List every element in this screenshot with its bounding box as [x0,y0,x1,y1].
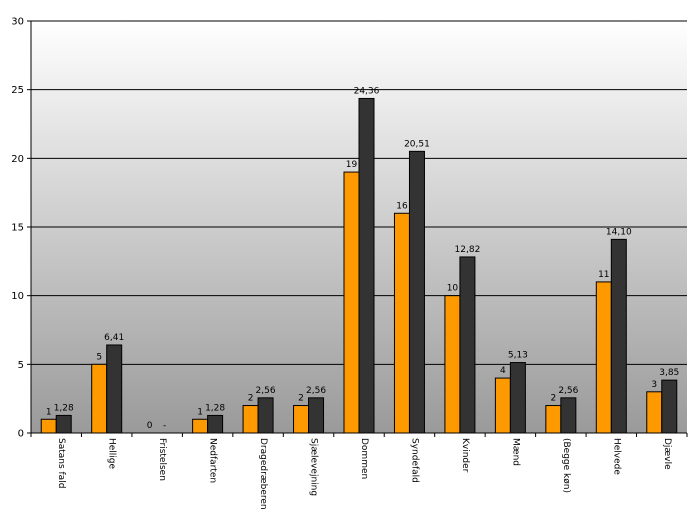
x-category-label: Hellige [107,438,117,470]
bar-series-2 [257,397,274,434]
x-category-label: Mænd [510,438,520,466]
y-axis: 0 5 10 15 20 25 30 [11,17,32,440]
data-label-series-2: 14,10 [606,227,632,237]
data-label-series-2: 12,82 [455,245,481,255]
y-tick-label: 25 [11,85,24,96]
data-label-series-1: 2 [550,394,556,404]
data-label-series-2: 2,56 [306,386,326,396]
y-tick-label: 15 [11,223,24,234]
y-tick-label: 0 [18,429,24,440]
y-tick-label: 20 [11,154,24,165]
x-category-label: Dommen [359,438,369,479]
data-label-series-1: 1 [46,407,52,417]
bar-series-1 [646,391,663,434]
x-category-label: Satans fald [56,438,66,488]
bar-series-2 [55,414,72,434]
x-category-label: Dragedræberen [258,438,268,510]
data-label-series-2: 6,41 [104,333,124,343]
bar-series-1 [595,281,612,434]
data-label-series-2: 24,36 [354,86,380,96]
y-tick-label: 5 [18,360,24,371]
data-label-series-1: 1 [197,407,203,417]
x-category-label: Nedfarten [208,438,218,483]
bar-series-2 [509,362,526,434]
x-axis: Satans fald Hellige Fristelsen Nedfarten Dra… [30,432,688,510]
bar-series-1 [545,405,562,434]
data-label-series-2: 3,85 [659,368,679,378]
bar-series-2 [459,256,476,434]
bar-series-2 [308,397,325,434]
bar-series-1 [242,405,259,434]
bar-series-1 [192,418,209,434]
data-label-series-2: - [163,421,166,431]
x-category-label: Fristelsen [157,438,167,481]
bar-series-1 [293,405,310,434]
data-label-series-2: 5,13 [508,351,528,361]
bar-series-1 [40,418,57,434]
bar-series-2 [106,344,123,434]
bar-series-1 [91,363,108,434]
bar-series-2 [610,238,627,434]
data-label-series-2: 2,56 [558,386,578,396]
bar-series-2 [358,97,375,434]
bar-series-2 [560,397,577,434]
bars [40,97,678,434]
data-label-series-1: 2 [298,394,304,404]
x-category-label: Sjælevejning [309,438,319,496]
bar-series-1 [444,295,461,434]
x-category-label: Helvede [611,438,621,475]
data-label-series-1: 16 [396,201,408,211]
bar-series-2 [661,379,678,434]
data-label-series-2: 2,56 [256,386,276,396]
x-category-label: Kvinder [460,438,470,473]
data-label-series-1: 11 [598,270,609,280]
data-label-series-1: 2 [248,394,254,404]
y-tick-label: 10 [11,291,24,302]
data-label-series-1: 4 [500,366,506,376]
data-label-series-2: 1,28 [205,403,225,413]
data-label-series-1: 3 [651,380,657,390]
data-label-series-1: 0 [147,421,153,431]
x-category-label: Djævle [662,438,672,470]
bar-series-1 [393,212,410,434]
data-label-series-2: 1,28 [54,403,74,413]
data-label-series-1: 10 [447,284,459,294]
data-label-series-2: 20,51 [404,139,430,149]
data-label-series-1: 19 [346,160,358,170]
data-label-series-1: 5 [96,352,102,362]
bar-series-2 [207,414,224,434]
bar-series-1 [343,171,360,434]
y-tick-label: 30 [11,17,24,28]
x-category-label: Syndefald [409,438,419,483]
bar-series-1 [494,377,511,434]
x-category-label: (Begge køn) [561,438,571,493]
bar-series-2 [408,150,425,434]
